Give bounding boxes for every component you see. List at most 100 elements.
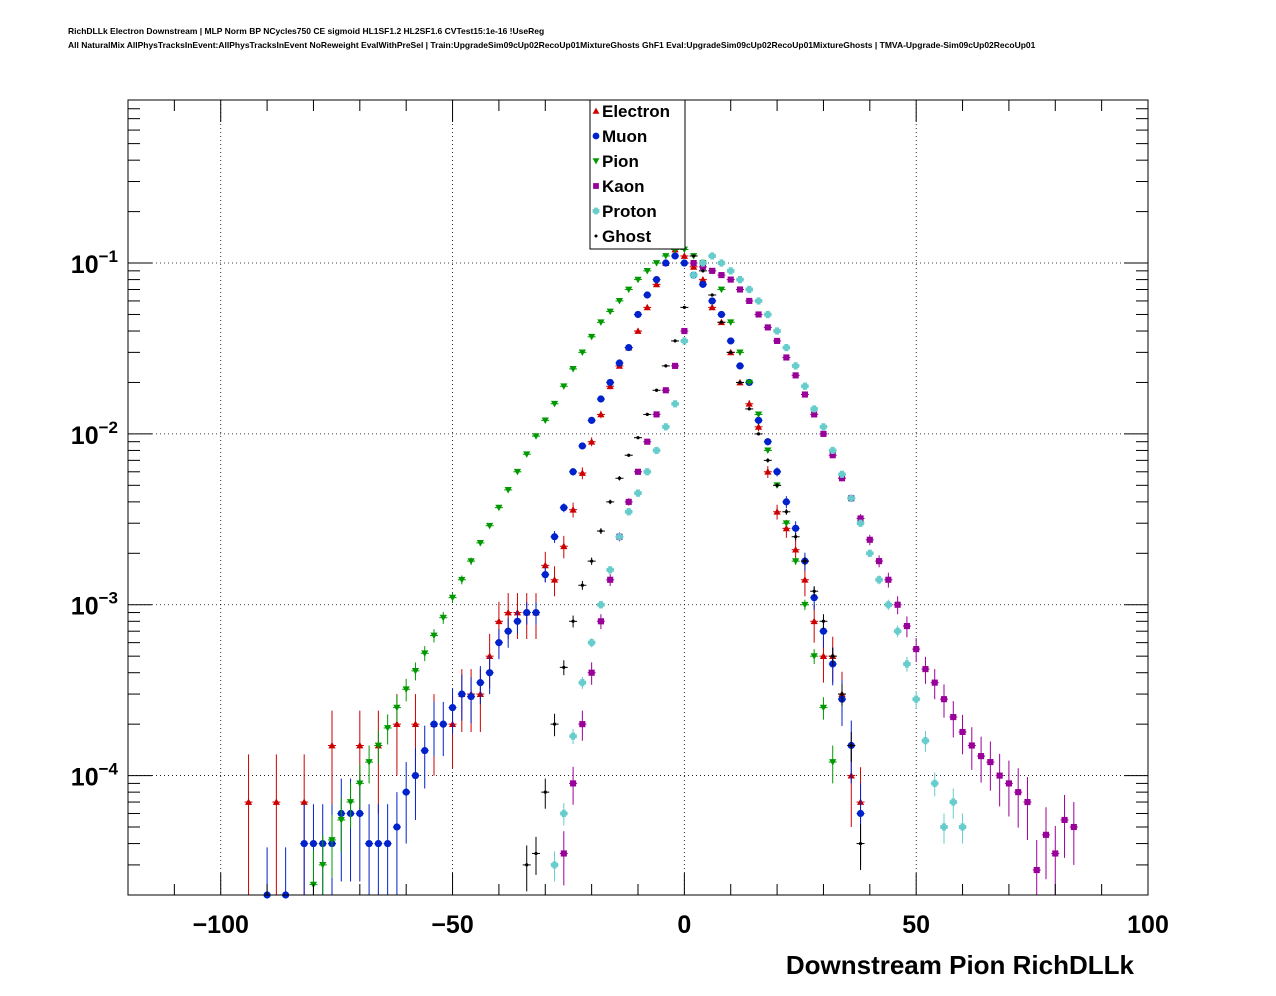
ghost-data-point (803, 559, 807, 563)
muon-data-point (504, 627, 512, 635)
legend-marker-electron (592, 107, 600, 114)
kaon-data-point (1070, 823, 1077, 831)
proton-data-point (690, 271, 698, 279)
proton-data-point (782, 343, 790, 352)
pion-data-point (374, 742, 382, 750)
electron-data-point (550, 576, 559, 583)
proton-data-point (662, 423, 670, 431)
series-muon (263, 252, 865, 899)
kaon-data-point (959, 728, 966, 736)
y-tick-label: 10−4 (71, 760, 119, 792)
muon-data-point (393, 823, 401, 831)
muon-data-point (476, 679, 484, 687)
pion-data-point (430, 632, 438, 640)
legend-label-ghost: Ghost (602, 227, 651, 246)
pion-data-point (495, 504, 503, 512)
electron-data-point (801, 576, 809, 583)
ghost-data-point (756, 432, 761, 436)
x-tick-label: 50 (902, 911, 930, 939)
proton-data-point (708, 252, 716, 260)
kaon-data-point (727, 276, 734, 283)
muon-data-point (699, 280, 707, 288)
ghost-data-point (849, 743, 853, 748)
pion-data-point (421, 650, 429, 657)
pion-data-point (652, 260, 661, 267)
proton-data-point (958, 823, 967, 831)
kaon-data-point (579, 721, 586, 728)
muon-data-point (569, 468, 577, 476)
proton-data-point (634, 489, 642, 497)
muon-data-point (671, 252, 679, 260)
electron-data-point (810, 617, 818, 625)
electron-data-point (819, 652, 828, 660)
axis-ticks (127, 99, 1149, 896)
proton-data-point (819, 423, 828, 431)
proton-data-point (588, 639, 596, 647)
x-tick-label: 100 (1127, 911, 1169, 939)
muon-data-point (606, 378, 614, 387)
legend-entry-pion: Pion (592, 152, 639, 171)
electron-data-point (356, 741, 364, 749)
pion-data-point (764, 447, 772, 455)
kaon-data-point (829, 452, 836, 459)
muon-data-point (588, 416, 596, 424)
muon-data-point (727, 337, 735, 345)
proton-data-point (903, 660, 911, 668)
proton-data-point (829, 446, 837, 455)
proton-data-point (745, 285, 753, 294)
muon-data-point (754, 416, 763, 424)
electron-data-point (764, 468, 772, 475)
pion-data-point (402, 686, 410, 693)
legend-label-muon: Muon (602, 127, 647, 146)
pion-data-point (523, 451, 531, 458)
ghost-data-point (608, 500, 612, 504)
kaon-data-point (653, 411, 660, 418)
muon-data-point (764, 438, 772, 446)
electron-data-point (411, 720, 420, 728)
electron-data-point (634, 327, 642, 334)
kaon-data-point (755, 311, 762, 318)
pion-data-point (634, 276, 642, 284)
muon-data-point (486, 669, 494, 677)
muon-data-point (374, 839, 382, 848)
pion-data-point (717, 286, 726, 294)
muon-data-point (430, 720, 438, 728)
kaon-data-point (718, 272, 725, 279)
kaon-data-point (1052, 850, 1059, 857)
electron-data-point (782, 524, 790, 532)
ghost-data-point (664, 364, 668, 368)
ghost-data-point (858, 841, 863, 846)
proton-data-point (764, 310, 772, 319)
pion-data-point (365, 759, 373, 766)
ghost-data-point (729, 350, 733, 354)
ghost-data-point (645, 412, 649, 417)
pion-data-point (513, 468, 522, 476)
muon-data-point (458, 690, 466, 698)
proton-data-point (736, 275, 744, 284)
pion-data-point (356, 780, 364, 787)
kaon-data-point (1033, 866, 1040, 874)
legend-marker-pion (592, 158, 600, 165)
muon-data-point (402, 788, 410, 796)
electron-data-point (560, 542, 568, 550)
kaon-data-point (570, 780, 577, 787)
kaon-data-point (672, 362, 679, 369)
legend-marker-muon (592, 132, 600, 140)
muon-data-point (495, 639, 503, 647)
pion-data-point (569, 366, 577, 373)
pion-data-point (337, 817, 345, 824)
muon-data-point (810, 594, 818, 602)
legend: Electron Muon Pion Kaon Proton Ghost (589, 99, 686, 250)
muon-data-point (309, 839, 318, 848)
pion-data-point (439, 614, 447, 622)
pion-data-point (393, 704, 401, 712)
electron-data-point (652, 280, 661, 288)
electron-data-point (328, 741, 336, 749)
proton-data-point (921, 737, 930, 745)
pion-data-point (532, 433, 540, 440)
muon-data-point (411, 771, 420, 780)
electron-data-point (569, 506, 577, 513)
ghost-data-point (719, 320, 724, 324)
ghost-data-point (812, 589, 816, 593)
legend-label-electron: Electron (602, 102, 670, 121)
